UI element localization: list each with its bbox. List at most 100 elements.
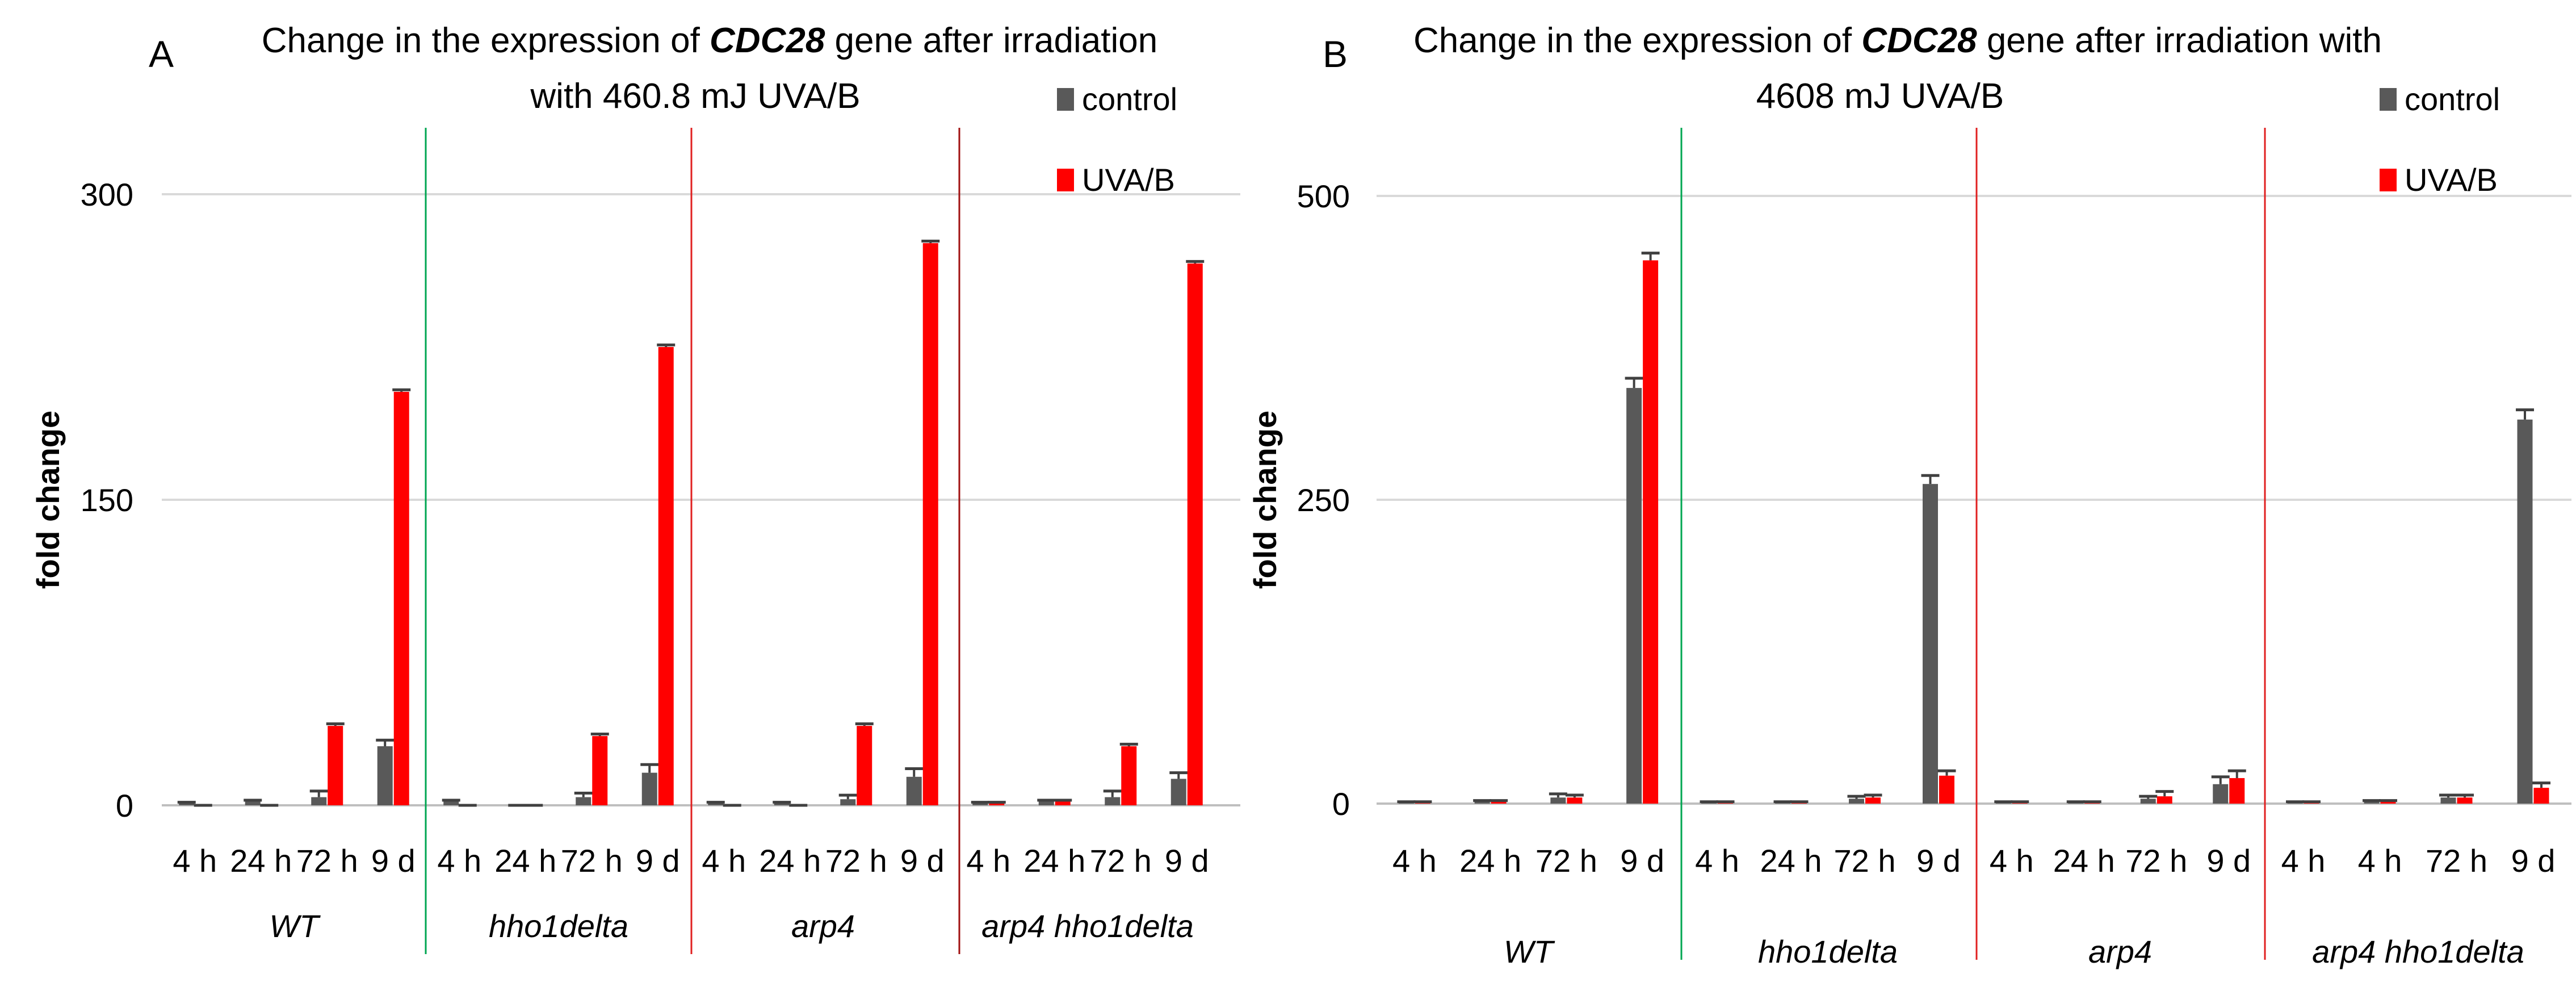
panel-a-legend-control-swatch bbox=[1057, 88, 1074, 111]
error-bar bbox=[2155, 790, 2174, 797]
error-bar bbox=[1054, 798, 1072, 802]
category-label: 4 h bbox=[173, 843, 217, 879]
category-label: 9 d bbox=[1165, 843, 1209, 879]
panel-a-separators bbox=[425, 128, 960, 954]
category-label: 24 h bbox=[230, 843, 292, 879]
group-label: arp4 bbox=[2088, 934, 2152, 969]
category-label: 72 h bbox=[296, 843, 358, 879]
group-label: WT bbox=[269, 908, 321, 944]
bar-uva-1-4 bbox=[393, 391, 409, 805]
group-label: hho1delta bbox=[1758, 934, 1898, 969]
error-bar bbox=[2139, 795, 2158, 799]
bar-uva-4-4 bbox=[1187, 263, 1203, 805]
category-label: 72 h bbox=[1834, 843, 1896, 879]
category-label: 72 h bbox=[1090, 843, 1152, 879]
category-label: 24 h bbox=[759, 843, 821, 879]
error-bar bbox=[2439, 793, 2457, 798]
bar-control-3-3 bbox=[2140, 798, 2156, 804]
bar-control-4-2 bbox=[1038, 801, 1054, 805]
panel-b-group-labels: WT hho1delta arp4 arp4 hho1delta bbox=[1504, 934, 2524, 969]
error-bar bbox=[921, 239, 940, 244]
panel-b-letter: B bbox=[1323, 33, 1348, 75]
panel-a-legend-uva-label: UVA/B bbox=[1082, 162, 1175, 198]
bar-uva-1-4 bbox=[1643, 260, 1659, 804]
error-bar bbox=[309, 789, 328, 797]
panel-a-legend: control UVA/B bbox=[1057, 81, 1177, 198]
category-label: 72 h bbox=[1535, 843, 1597, 879]
category-label: 24 h bbox=[1459, 843, 1521, 879]
bar-uva-4-3 bbox=[1121, 746, 1137, 805]
error-bar bbox=[2516, 408, 2534, 420]
error-bar bbox=[177, 801, 196, 804]
category-label: 9 d bbox=[636, 843, 680, 879]
bar-uva-4-1 bbox=[989, 803, 1005, 805]
error-bar bbox=[838, 793, 857, 800]
bar-control-1-2 bbox=[1474, 801, 1490, 804]
bar-control-2-3 bbox=[1849, 798, 1864, 804]
bar-uva-4-2 bbox=[1055, 801, 1071, 805]
error-bar bbox=[1864, 793, 1882, 798]
bar-control-2-4 bbox=[1923, 484, 1938, 804]
error-bar bbox=[855, 722, 874, 726]
error-bar bbox=[1186, 260, 1205, 264]
category-label: 72 h bbox=[2426, 843, 2487, 879]
panel-b-title-part-3: gene after irradiation with bbox=[1977, 21, 2382, 60]
bar-control-3-3 bbox=[840, 799, 856, 805]
panel-a-title-part-1: Change in the expression of bbox=[262, 21, 710, 60]
category-label: 4 h bbox=[2358, 843, 2402, 879]
bar-uva-4-4 bbox=[2533, 788, 2549, 804]
category-label: 4 h bbox=[702, 843, 746, 879]
panel-a: A Change in the expression of CDC28 gene… bbox=[30, 21, 1240, 954]
error-bar bbox=[706, 801, 725, 804]
error-bar bbox=[376, 738, 395, 746]
bar-uva-1-3 bbox=[1567, 797, 1583, 804]
panel-b-legend: control UVA/B bbox=[2380, 81, 2500, 198]
category-label: 72 h bbox=[2125, 843, 2187, 879]
bar-uva-1-3 bbox=[328, 726, 343, 805]
error-bar bbox=[1037, 798, 1056, 802]
bar-uva-2-3 bbox=[1865, 797, 1881, 804]
panel-a-title-line-1: Change in the expression of CDC28 gene a… bbox=[262, 21, 1158, 60]
error-bar bbox=[2456, 793, 2474, 798]
error-bar bbox=[2211, 775, 2230, 784]
error-bar bbox=[987, 801, 1006, 804]
bar-control-1-4 bbox=[1626, 388, 1642, 804]
y-tick-label: 300 bbox=[81, 177, 133, 212]
category-label: 72 h bbox=[561, 843, 623, 879]
category-label: 4 h bbox=[437, 843, 481, 879]
error-bar bbox=[1641, 252, 1660, 261]
bar-control-3-1 bbox=[708, 803, 724, 805]
error-bar bbox=[1625, 377, 1643, 388]
panel-a-letter: A bbox=[149, 33, 174, 75]
bar-control-3-4 bbox=[2213, 784, 2229, 804]
panel-b-separators bbox=[1680, 128, 2266, 960]
error-bar bbox=[640, 763, 659, 773]
bar-uva-3-4 bbox=[922, 243, 938, 806]
error-bar bbox=[574, 791, 593, 797]
bar-control-4-2 bbox=[2364, 801, 2380, 804]
bar-uva-3-3 bbox=[857, 726, 872, 805]
category-label: 24 h bbox=[1760, 843, 1822, 879]
panel-b-title-gene: CDC28 bbox=[1861, 21, 1977, 60]
bar-uva-4-2 bbox=[2380, 801, 2396, 804]
panel-a-legend-uva-swatch bbox=[1057, 169, 1074, 191]
error-bar bbox=[657, 343, 676, 347]
panel-a-bars bbox=[177, 239, 1205, 807]
category-label: 4 h bbox=[2281, 843, 2326, 879]
bar-control-4-3 bbox=[1105, 797, 1121, 805]
category-label: 72 h bbox=[825, 843, 887, 879]
panel-a-title-part-3: gene after irradiation bbox=[825, 21, 1157, 60]
panel-a-y-ticks: 0 150 300 bbox=[81, 177, 133, 823]
panel-b-legend-uva-label: UVA/B bbox=[2405, 162, 2498, 198]
bar-control-1-3 bbox=[1550, 797, 1566, 804]
y-tick-label: 150 bbox=[81, 482, 133, 518]
y-tick-label: 0 bbox=[116, 788, 133, 823]
panel-b-title-line-2: 4608 mJ UVA/B bbox=[1756, 77, 2004, 116]
panel-b-bars bbox=[1397, 252, 2550, 804]
panel-b-legend-control-label: control bbox=[2405, 81, 2500, 117]
error-bar bbox=[590, 732, 609, 737]
error-bar bbox=[1847, 795, 1866, 799]
category-label: 4 h bbox=[1695, 843, 1739, 879]
bar-control-4-1 bbox=[972, 803, 988, 805]
panel-b-title-line-1: Change in the expression of CDC28 gene a… bbox=[1413, 21, 2382, 60]
